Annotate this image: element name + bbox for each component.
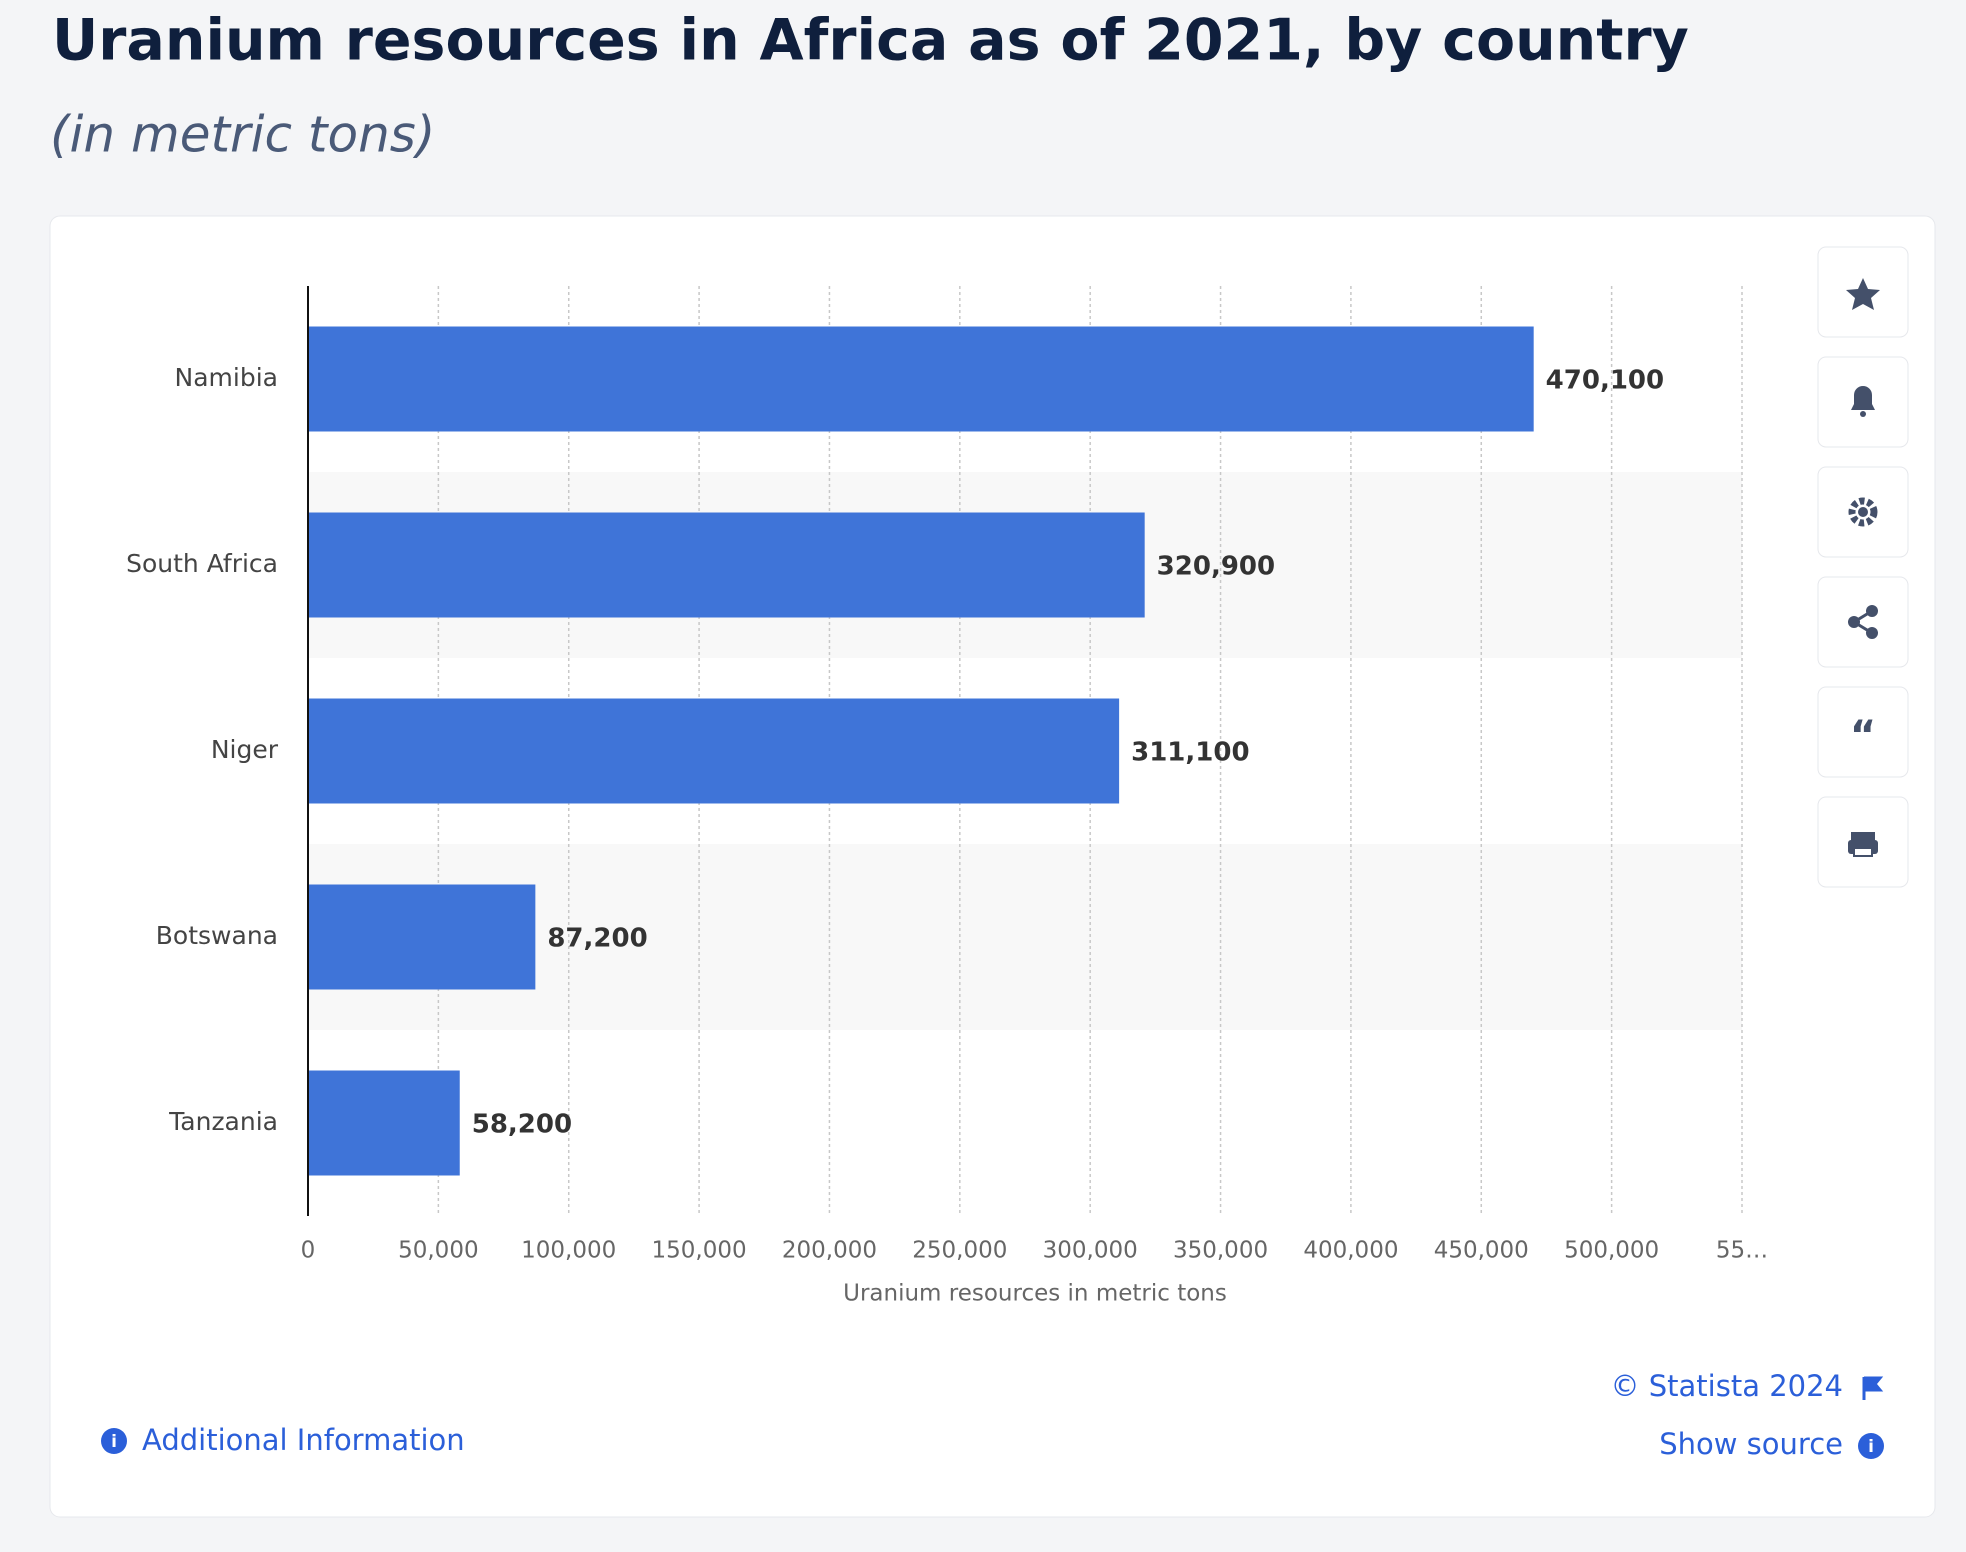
x-tick-label: 500,000 xyxy=(1564,1238,1659,1264)
copyright[interactable]: © Statista 2024 xyxy=(1611,1369,1843,1403)
x-tick-label: 250,000 xyxy=(912,1238,1007,1264)
favorite-button[interactable] xyxy=(1817,246,1909,338)
y-tick-label: Niger xyxy=(211,735,279,764)
show-source-link[interactable]: Show source i xyxy=(1659,1427,1884,1461)
value-label: 470,100 xyxy=(1546,366,1664,396)
copyright-link[interactable]: © Statista 2024 xyxy=(1611,1369,1884,1403)
x-tick-label: 450,000 xyxy=(1434,1238,1529,1264)
value-label: 87,200 xyxy=(547,924,647,954)
alert-button[interactable] xyxy=(1817,356,1909,448)
y-tick-label: Namibia xyxy=(175,363,278,392)
value-label: 320,900 xyxy=(1157,552,1275,582)
show-source[interactable]: Show source xyxy=(1659,1427,1843,1461)
toolbar: “ xyxy=(1817,246,1909,888)
additional-info[interactable]: Additional Information xyxy=(142,1423,465,1457)
cite-button[interactable]: “ xyxy=(1817,686,1909,778)
x-tick-label: 350,000 xyxy=(1173,1238,1268,1264)
x-tick-label: 400,000 xyxy=(1303,1238,1398,1264)
y-tick-label: South Africa xyxy=(126,549,278,578)
bar xyxy=(308,884,536,990)
value-label: 58,200 xyxy=(472,1110,572,1140)
chart-subtitle: (in metric tons) xyxy=(50,106,435,164)
bar xyxy=(308,698,1120,804)
bar xyxy=(308,326,1534,432)
x-tick-label: 100,000 xyxy=(521,1238,616,1264)
svg-text:i: i xyxy=(111,1432,117,1452)
x-tick-label: 50,000 xyxy=(398,1238,478,1264)
plot-area: 0 50,000 100,000 150,000 200,000 250,000 300,0… xyxy=(126,286,1768,1307)
print-button[interactable] xyxy=(1817,796,1909,888)
bar xyxy=(308,512,1145,618)
y-tick-label: Botswana xyxy=(156,921,278,950)
row-band xyxy=(308,844,1742,1030)
share-button[interactable] xyxy=(1817,576,1909,668)
x-tick-label: 150,000 xyxy=(652,1238,747,1264)
additional-info-link[interactable]: i Additional Information xyxy=(101,1423,465,1457)
x-tick-label: 55… xyxy=(1716,1238,1768,1264)
y-tick-label: Tanzania xyxy=(168,1107,278,1136)
x-axis-label: Uranium resources in metric tons xyxy=(843,1281,1227,1307)
value-label: 311,100 xyxy=(1131,738,1249,768)
settings-button[interactable] xyxy=(1817,466,1909,558)
x-tick-label: 300,000 xyxy=(1043,1238,1138,1264)
x-tick-label: 200,000 xyxy=(782,1238,877,1264)
chart-title: Uranium resources in Africa as of 2021, … xyxy=(52,8,1689,74)
svg-text:“: “ xyxy=(1850,713,1876,759)
x-tick-label: 0 xyxy=(301,1238,316,1264)
svg-text:i: i xyxy=(1868,1437,1874,1457)
bar xyxy=(308,1070,460,1176)
